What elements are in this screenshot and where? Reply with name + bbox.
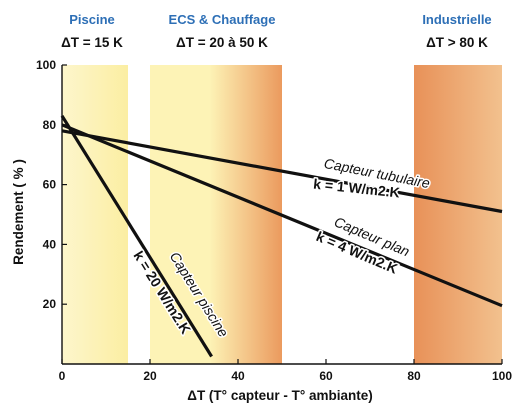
x-tick-label-4: 80 [407,369,421,383]
ticks-layer: 0 20 40 60 80 100 20 40 60 80 100 [36,58,512,383]
y-tick-label-1: 40 [43,237,57,251]
zone-band-0 [62,65,128,364]
series-line-2 [60,114,213,358]
x-axis-title: ΔT (T° capteur - T° ambiante) [187,388,373,403]
series-line-0 [61,129,503,214]
x-tick-label-1: 20 [143,369,157,383]
x-tick-label-2: 40 [231,369,245,383]
y-axis-title: Rendement ( % ) [11,159,26,265]
series-line-1 [61,123,503,308]
axes-layer [61,65,502,365]
y-tick-label-4: 100 [36,58,56,72]
y-tick-label-3: 80 [43,118,57,132]
zones-layer [62,65,502,364]
y-tick-label-2: 60 [43,178,57,192]
x-tick-label-5: 100 [492,369,512,383]
series-layer [60,114,503,358]
zone-range-industrielle: ΔT > 80 K [426,35,488,50]
zone-label-ecs-chauffage: ECS & Chauffage [169,12,276,27]
x-tick-label-3: 60 [319,369,333,383]
zone-band-1 [150,65,282,364]
zone-label-piscine: Piscine [69,12,115,27]
zone-range-ecs-chauffage: ΔT = 20 à 50 K [176,35,268,50]
zone-range-piscine: ΔT = 15 K [61,35,123,50]
x-tick-label-0: 0 [59,369,66,383]
zone-band-2 [414,65,502,364]
zone-label-industrielle: Industrielle [422,12,491,27]
y-tick-label-0: 20 [43,297,57,311]
